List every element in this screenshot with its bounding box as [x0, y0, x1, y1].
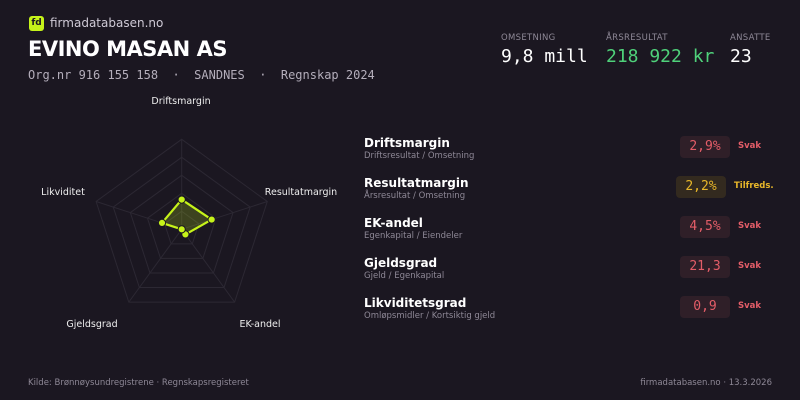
metric-formula: Årsresultat / Omsetning: [364, 191, 466, 201]
metric-title: Likviditetsgrad: [364, 296, 467, 310]
metric-value-badge: 4,5%: [680, 216, 730, 238]
axis-label-driftsmargin: Driftsmargin: [151, 96, 211, 107]
axis-label-resultatmargin: Resultatmargin: [264, 187, 338, 198]
company-name: EVINO MASAN AS: [28, 37, 227, 61]
stat-label-omsetning: OMSETNING: [501, 33, 556, 43]
metric-row: Likviditetsgrad Omløpsmidler / Kortsikti…: [364, 296, 784, 330]
stat-value-omsetning: 9,8 mill: [501, 46, 588, 67]
metric-formula: Egenkapital / Eiendeler: [364, 231, 463, 241]
axis-label-ek-andel: EK-andel: [239, 319, 281, 330]
metric-title: EK-andel: [364, 216, 423, 230]
metric-value-badge: 2,9%: [680, 136, 730, 158]
radar-point-gjeldsgrad: [177, 225, 186, 234]
stat-value-arsresultat: 218 922 kr: [606, 46, 715, 67]
radar-grid-ring: [146, 192, 217, 259]
axis-label-gjeldsgrad: Gjeldsgrad: [66, 319, 118, 330]
radar-axis-line: [181, 229, 236, 303]
metric-title: Resultatmargin: [364, 176, 469, 190]
stat-label-ansatte: ANSATTE: [730, 33, 771, 43]
metric-status: Tilfreds.: [734, 181, 774, 191]
radar-axis-line: [181, 201, 268, 230]
metric-title: Gjeldsgrad: [364, 256, 438, 270]
metric-status: Svak: [738, 141, 762, 151]
radar-grid-ring: [163, 210, 200, 245]
footer-source: Kilde: Brønnøysundregistrene · Regnskaps…: [28, 378, 249, 388]
radar-data-area: [160, 198, 214, 236]
metric-formula: Driftsresultat / Omsetning: [364, 151, 475, 161]
radar-point-resultatmargin: [207, 215, 216, 224]
radar-axis-line: [128, 229, 183, 303]
radar-point-driftsmargin: [177, 195, 186, 204]
radar-grid-ring: [112, 156, 251, 289]
metric-formula: Omløpsmidler / Kortsiktig gjeld: [364, 311, 496, 321]
metric-row: EK-andel Egenkapital / Eiendeler 4,5% Sv…: [364, 216, 784, 250]
company-subtitle: Org.nr 916 155 158 · SANDNES · Regnskap …: [28, 68, 375, 82]
radar-grid-ring: [129, 174, 234, 274]
stat-value-ansatte: 23: [730, 46, 752, 67]
metric-status: Svak: [738, 301, 762, 311]
metric-value-badge: 0,9: [680, 296, 730, 318]
radar-point-likviditet: [157, 218, 167, 228]
radar-grid-ring: [95, 138, 268, 303]
metric-title: Driftsmargin: [364, 136, 450, 150]
axis-label-likviditet: Likviditet: [41, 187, 85, 198]
stat-label-arsresultat: ÅRSRESULTAT: [606, 33, 668, 43]
metric-row: Driftsmargin Driftsresultat / Omsetning …: [364, 136, 784, 170]
metric-status: Svak: [738, 261, 762, 271]
metric-formula: Gjeld / Egenkapital: [364, 271, 445, 281]
footer-site-date: firmadatabasen.no · 13.3.2026: [640, 378, 772, 388]
logo-icon: fd: [29, 16, 44, 31]
metric-value-badge: 2,2%: [676, 176, 726, 198]
metric-row: Gjeldsgrad Gjeld / Egenkapital 21,3 Svak: [364, 256, 784, 290]
metric-status: Svak: [738, 221, 762, 231]
site-name[interactable]: firmadatabasen.no: [50, 16, 164, 30]
metric-value-badge: 21,3: [680, 256, 730, 278]
metric-row: Resultatmargin Årsresultat / Omsetning 2…: [364, 176, 784, 210]
